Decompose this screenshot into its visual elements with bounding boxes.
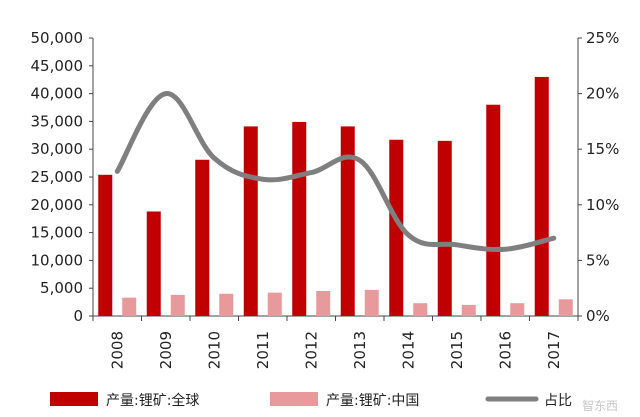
bar-global	[534, 76, 549, 316]
left-axis-tick-label: 35,000	[31, 112, 84, 130]
legend-share-label: 占比	[544, 393, 572, 409]
right-axis-tick-label: 25%	[586, 29, 619, 47]
legend-global-swatch	[50, 392, 98, 406]
bar-global	[486, 104, 501, 316]
bar-china	[267, 292, 282, 316]
bar-china	[510, 303, 525, 316]
bar-global	[389, 139, 404, 316]
x-axis-tick-label: 2014	[399, 331, 417, 369]
legend-china-label: 产量:锂矿:中国	[326, 393, 419, 409]
legend: 产量:锂矿:全球 产量:锂矿:中国 占比	[50, 392, 572, 409]
bar-global	[292, 121, 307, 317]
x-axis-tick-label: 2017	[545, 331, 563, 369]
bar-global	[243, 126, 258, 317]
bar-china	[170, 294, 185, 316]
right-axis-tick-label: 10%	[586, 196, 619, 214]
bar-china	[122, 297, 137, 316]
share-point	[407, 233, 410, 236]
left-axis-tick-label: 50,000	[31, 29, 84, 47]
legend-global-label: 产量:锂矿:全球	[106, 392, 199, 409]
x-axis-tick-label: 2009	[157, 331, 175, 369]
x-axis-tick-label: 2008	[108, 331, 126, 369]
left-axis-tick-label: 15,000	[31, 224, 84, 242]
bar-china	[364, 289, 379, 316]
left-axis-tick-label: 0	[73, 307, 83, 325]
bar-china	[316, 290, 331, 316]
share-point	[455, 243, 458, 246]
x-axis-tick-label: 2016	[496, 331, 514, 369]
bar-global	[437, 140, 452, 316]
share-line	[114, 91, 557, 253]
bar-china	[413, 303, 428, 316]
bars	[98, 76, 573, 317]
left-axis-tick-label: 45,000	[31, 57, 84, 75]
bar-china	[558, 299, 573, 316]
bar-global	[195, 159, 210, 316]
bar-global	[340, 126, 355, 317]
watermark: 智东西	[582, 398, 618, 413]
share-point	[552, 237, 555, 240]
x-axis-tick-label: 2011	[254, 331, 272, 369]
share-point	[358, 159, 361, 162]
right-axis-tick-label: 15%	[586, 140, 619, 158]
right-axis-tick-label: 0%	[586, 307, 610, 325]
bar-china	[461, 304, 476, 316]
share-point	[504, 248, 507, 251]
right-axis-tick-label: 20%	[586, 85, 619, 103]
share-point	[261, 178, 264, 181]
x-axis-tick-label: 2012	[302, 331, 320, 369]
bar-china	[219, 293, 234, 316]
share-point	[116, 170, 119, 173]
line-series	[114, 91, 557, 253]
left-axis-tick-label: 30,000	[31, 140, 84, 158]
x-axis-tick-label: 2015	[448, 331, 466, 369]
share-point	[213, 157, 216, 160]
bar-global	[98, 174, 113, 316]
left-axis-tick-label: 20,000	[31, 196, 84, 214]
share-point	[310, 171, 313, 174]
share-point	[164, 92, 167, 95]
right-axis-tick-label: 5%	[586, 251, 610, 269]
left-axis-tick-label: 5,000	[40, 279, 83, 297]
left-axis-tick-label: 25,000	[31, 168, 84, 186]
left-axis-tick-label: 40,000	[31, 85, 84, 103]
legend-china-swatch	[270, 392, 318, 406]
x-axis-tick-label: 2010	[205, 331, 223, 369]
left-axis-tick-label: 10,000	[31, 251, 84, 269]
axes: 0 5,000 10,000 15,000 20,000 25,000 30,000 35,0…	[31, 29, 620, 369]
x-axis-tick-label: 2013	[351, 331, 369, 369]
bar-global	[146, 211, 161, 316]
